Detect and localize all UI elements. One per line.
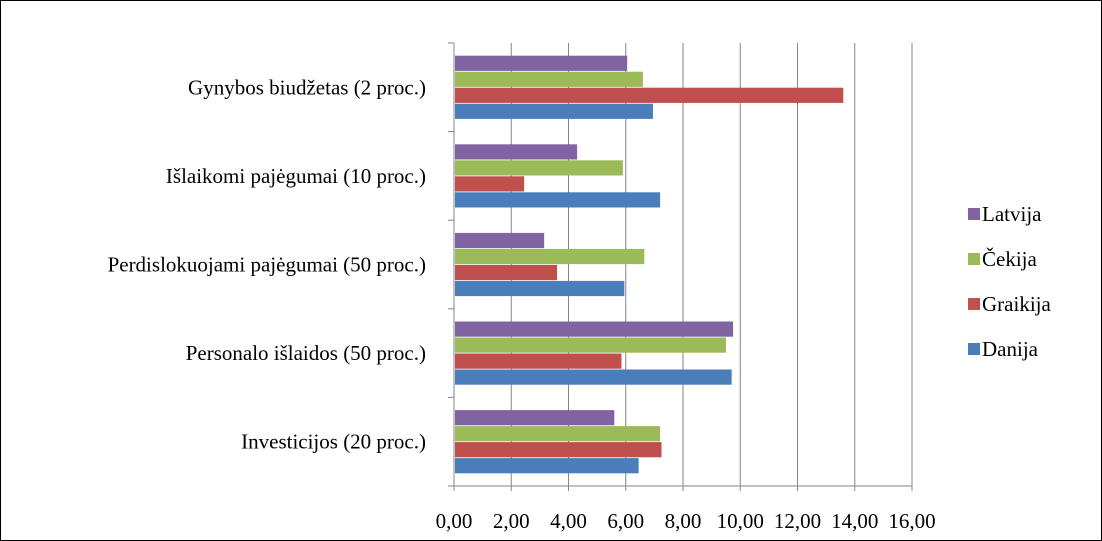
bar-danija bbox=[455, 192, 661, 208]
bar-graikija bbox=[455, 442, 662, 458]
bar-čekija bbox=[455, 426, 661, 442]
category-label: Išlaikomi pajėgumai (10 proc.) bbox=[166, 164, 426, 188]
labels-layer: 0,00 2,00 4,00 6,00 8,00 10,00 12,00 14,00 16,00… bbox=[108, 75, 936, 533]
legend-label: Graikija bbox=[982, 292, 1051, 316]
x-tick-label: 16,00 bbox=[888, 509, 935, 533]
x-tick-label: 8,00 bbox=[665, 509, 702, 533]
x-tick-label: 4,00 bbox=[550, 509, 587, 533]
x-tick-label: 6,00 bbox=[607, 509, 644, 533]
axis-layer bbox=[448, 42, 913, 491]
bar-graikija bbox=[455, 264, 558, 281]
bar-latvija bbox=[455, 321, 734, 337]
bar-čekija bbox=[455, 160, 623, 176]
legend-swatch bbox=[968, 298, 980, 310]
legend-swatch bbox=[968, 208, 980, 220]
bar-čekija bbox=[455, 248, 645, 265]
bars-layer bbox=[455, 55, 844, 474]
category-label: Perdislokuojami pajėgumai (50 proc.) bbox=[108, 253, 426, 277]
bar-graikija bbox=[455, 353, 622, 369]
bar-latvija bbox=[455, 232, 545, 249]
legend-swatch bbox=[968, 343, 980, 355]
bar-čekija bbox=[455, 337, 726, 353]
legend-swatch bbox=[968, 253, 980, 265]
category-label: Gynybos biudžetas (2 proc.) bbox=[188, 75, 426, 99]
category-label: Personalo išlaidos (50 proc.) bbox=[186, 341, 426, 365]
bar-danija bbox=[455, 458, 639, 474]
bar-danija bbox=[455, 280, 625, 297]
category-label: Investicijos (20 proc.) bbox=[241, 430, 426, 454]
x-tick-label: 0,00 bbox=[436, 509, 473, 533]
legend-label: Čekija bbox=[982, 247, 1037, 271]
bar-čekija bbox=[455, 71, 643, 87]
bar-latvija bbox=[455, 55, 628, 71]
bar-latvija bbox=[455, 410, 615, 426]
bar-danija bbox=[455, 369, 732, 385]
x-tick-label: 10,00 bbox=[717, 509, 764, 533]
x-tick-label: 14,00 bbox=[831, 509, 878, 533]
bar-danija bbox=[455, 103, 653, 119]
x-tick-label: 12,00 bbox=[774, 509, 821, 533]
legend-layer: Latvija Čekija Graikija Danija bbox=[968, 202, 1051, 361]
legend-label: Danija bbox=[982, 337, 1039, 361]
x-tick-label: 2,00 bbox=[493, 509, 530, 533]
legend-label: Latvija bbox=[982, 202, 1042, 226]
bar-latvija bbox=[455, 144, 578, 160]
bar-graikija bbox=[455, 87, 844, 103]
bar-graikija bbox=[455, 176, 525, 192]
